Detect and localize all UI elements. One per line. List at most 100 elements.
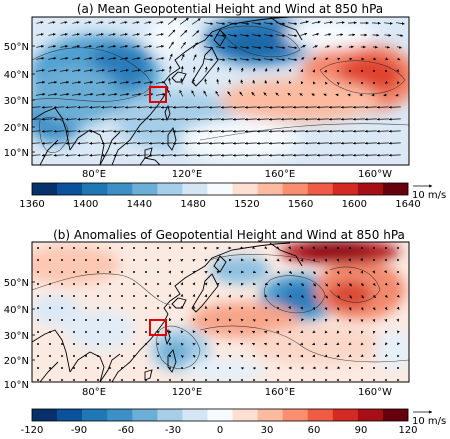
wind-vector	[349, 57, 353, 61]
wind-vector	[384, 282, 388, 286]
wind-vector	[157, 331, 159, 333]
wind-vector	[216, 355, 220, 358]
wind-vector	[109, 319, 111, 321]
wind-vector	[85, 295, 87, 297]
wind-vector	[132, 69, 141, 72]
wind-vector	[337, 295, 340, 299]
wind-vector	[216, 282, 220, 286]
wind-vector	[124, 129, 137, 133]
wind-vector	[277, 307, 279, 309]
wind-vector	[215, 34, 226, 38]
wind-vector	[385, 247, 387, 249]
wind-vector	[65, 129, 77, 133]
wind-vector	[263, 22, 274, 26]
wind-vector	[220, 129, 233, 133]
wind-vector	[49, 355, 51, 357]
colorbar-tick-label: 1360	[19, 199, 44, 210]
wind-vector	[251, 342, 256, 346]
wind-vector	[37, 247, 39, 249]
wind-vector	[97, 355, 99, 357]
wind-vector	[324, 81, 328, 85]
wind-vector	[136, 117, 149, 121]
wind-vector	[61, 247, 63, 249]
wind-vector	[36, 57, 45, 60]
wind-vector	[73, 355, 75, 357]
colorbar-tick-label: 120	[398, 425, 417, 436]
wind-vector	[41, 153, 53, 157]
wind-vector	[340, 117, 353, 121]
wind-vector	[192, 42, 198, 49]
wind-vector	[157, 343, 159, 345]
wind-vector	[101, 153, 113, 157]
wind-vector	[288, 68, 292, 72]
wind-vector	[169, 53, 173, 61]
wind-vector	[109, 355, 111, 357]
colorbar-tick-label: -60	[118, 425, 134, 436]
wind-vector	[239, 34, 250, 38]
wind-vector	[328, 141, 341, 145]
wind-vector	[228, 67, 232, 73]
panel-a-map	[32, 17, 409, 165]
wind-vector	[252, 67, 256, 72]
wind-vector	[360, 342, 364, 346]
wind-vector	[263, 58, 274, 62]
wind-vector	[148, 105, 161, 109]
wind-vector	[348, 33, 356, 37]
wind-vector	[168, 318, 172, 322]
wind-vector	[316, 129, 329, 133]
wind-vector	[264, 330, 268, 334]
wind-vector	[97, 247, 99, 249]
colorbar-frame	[31, 182, 409, 196]
wind-vector	[256, 153, 269, 157]
wind-vector	[131, 80, 142, 84]
wind-vector	[148, 141, 161, 145]
wind-vector	[203, 22, 214, 26]
wind-vector	[193, 367, 195, 369]
wind-vector	[276, 258, 280, 262]
wind-vector	[336, 271, 340, 275]
wind-vector	[328, 117, 341, 121]
wind-vector	[316, 153, 329, 157]
wind-vector	[268, 117, 281, 121]
wind-vector	[108, 57, 117, 60]
wind-vector	[384, 21, 393, 25]
wind-vector	[388, 117, 401, 121]
wind-vector	[215, 58, 226, 62]
wind-vector	[252, 258, 256, 261]
wind-vector	[360, 283, 364, 287]
wind-vector	[121, 271, 123, 273]
wind-vector	[228, 330, 232, 334]
wind-vector	[169, 379, 171, 381]
wind-vector	[196, 141, 209, 145]
wind-vector	[349, 379, 351, 381]
wind-vector	[324, 342, 328, 346]
wind-vector	[113, 105, 125, 109]
wind-vector	[136, 141, 149, 145]
wind-vector	[83, 80, 94, 84]
wind-vector	[181, 53, 185, 61]
wind-vector	[396, 22, 405, 25]
wind-vector	[97, 259, 99, 261]
wind-vector	[325, 283, 329, 287]
colorbar-swatch	[82, 183, 108, 195]
wind-vector	[347, 93, 351, 97]
wind-vector	[304, 129, 317, 133]
wind-vector	[180, 258, 184, 262]
wind-vector	[220, 141, 233, 145]
panel-b-map	[32, 242, 409, 382]
wind-vector	[77, 129, 89, 133]
wind-vector	[59, 80, 70, 84]
wind-vector	[280, 153, 293, 157]
wind-vector	[145, 307, 147, 309]
wind-vector	[385, 367, 387, 369]
wind-vector	[268, 153, 281, 157]
wind-vector	[228, 318, 232, 322]
wind-vector	[251, 91, 255, 97]
wind-vector	[61, 379, 63, 381]
colorbar-swatch	[382, 409, 409, 421]
wind-vector	[275, 22, 286, 26]
wind-vector	[372, 307, 376, 311]
wind-vector	[61, 343, 63, 345]
wind-vector	[85, 367, 87, 369]
wind-vector	[264, 294, 268, 297]
